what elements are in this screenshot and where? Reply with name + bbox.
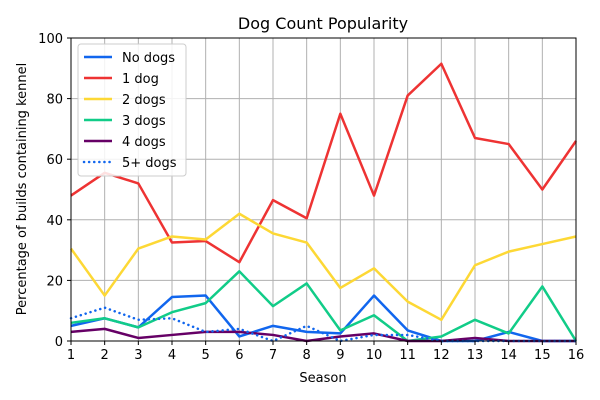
x-tick-label: 4 [168, 348, 176, 363]
x-tick-label: 1 [67, 348, 75, 363]
x-tick-label: 6 [235, 348, 243, 363]
y-tick-label: 0 [55, 335, 63, 350]
y-tick-label: 100 [38, 32, 63, 47]
y-tick-label: 60 [46, 153, 63, 168]
x-tick-label: 5 [202, 348, 210, 363]
x-tick-label: 16 [568, 348, 585, 363]
y-axis-title: Percentage of builds containing kennel [15, 63, 30, 315]
legend: No dogs 1 dog 2 dogs 3 dogs 4 dogs 5+ dogs [77, 43, 187, 177]
y-tick-label: 40 [46, 214, 63, 229]
x-tick-label: 8 [303, 348, 311, 363]
plot-frame [70, 37, 577, 342]
series-lines [69, 62, 578, 343]
legend-label: No dogs [122, 51, 175, 66]
x-tick-label: 10 [366, 348, 383, 363]
x-tick-label: 14 [500, 348, 517, 363]
y-tick-label: 80 [46, 93, 63, 108]
x-axis-title: Season [299, 371, 346, 386]
series-line-4-dogs [70, 327, 576, 343]
y-tick-label: 20 [46, 274, 63, 289]
legend-label: 2 dogs [122, 93, 166, 108]
x-tick-label: 15 [534, 348, 551, 363]
x-tick-label: 2 [101, 348, 109, 363]
series-line-5-dogs [69, 306, 578, 343]
x-tick-label: 11 [399, 348, 416, 363]
chart-title: Dog Count Popularity [238, 14, 408, 33]
x-tick-label: 7 [269, 348, 277, 363]
x-tick-label: 3 [134, 348, 142, 363]
legend-label: 3 dogs [122, 114, 166, 129]
series-line-3-dogs [70, 270, 578, 343]
series-line-1-dog [70, 62, 578, 264]
x-tick-label: 13 [467, 348, 484, 363]
x-tick-label: 12 [433, 348, 450, 363]
series-line-2-dogs [69, 212, 577, 322]
x-tick-label: 9 [336, 348, 344, 363]
legend-label: 4 dogs [122, 135, 166, 150]
legend-label: 1 dog [122, 72, 159, 87]
legend-label: 5+ dogs [122, 156, 177, 171]
